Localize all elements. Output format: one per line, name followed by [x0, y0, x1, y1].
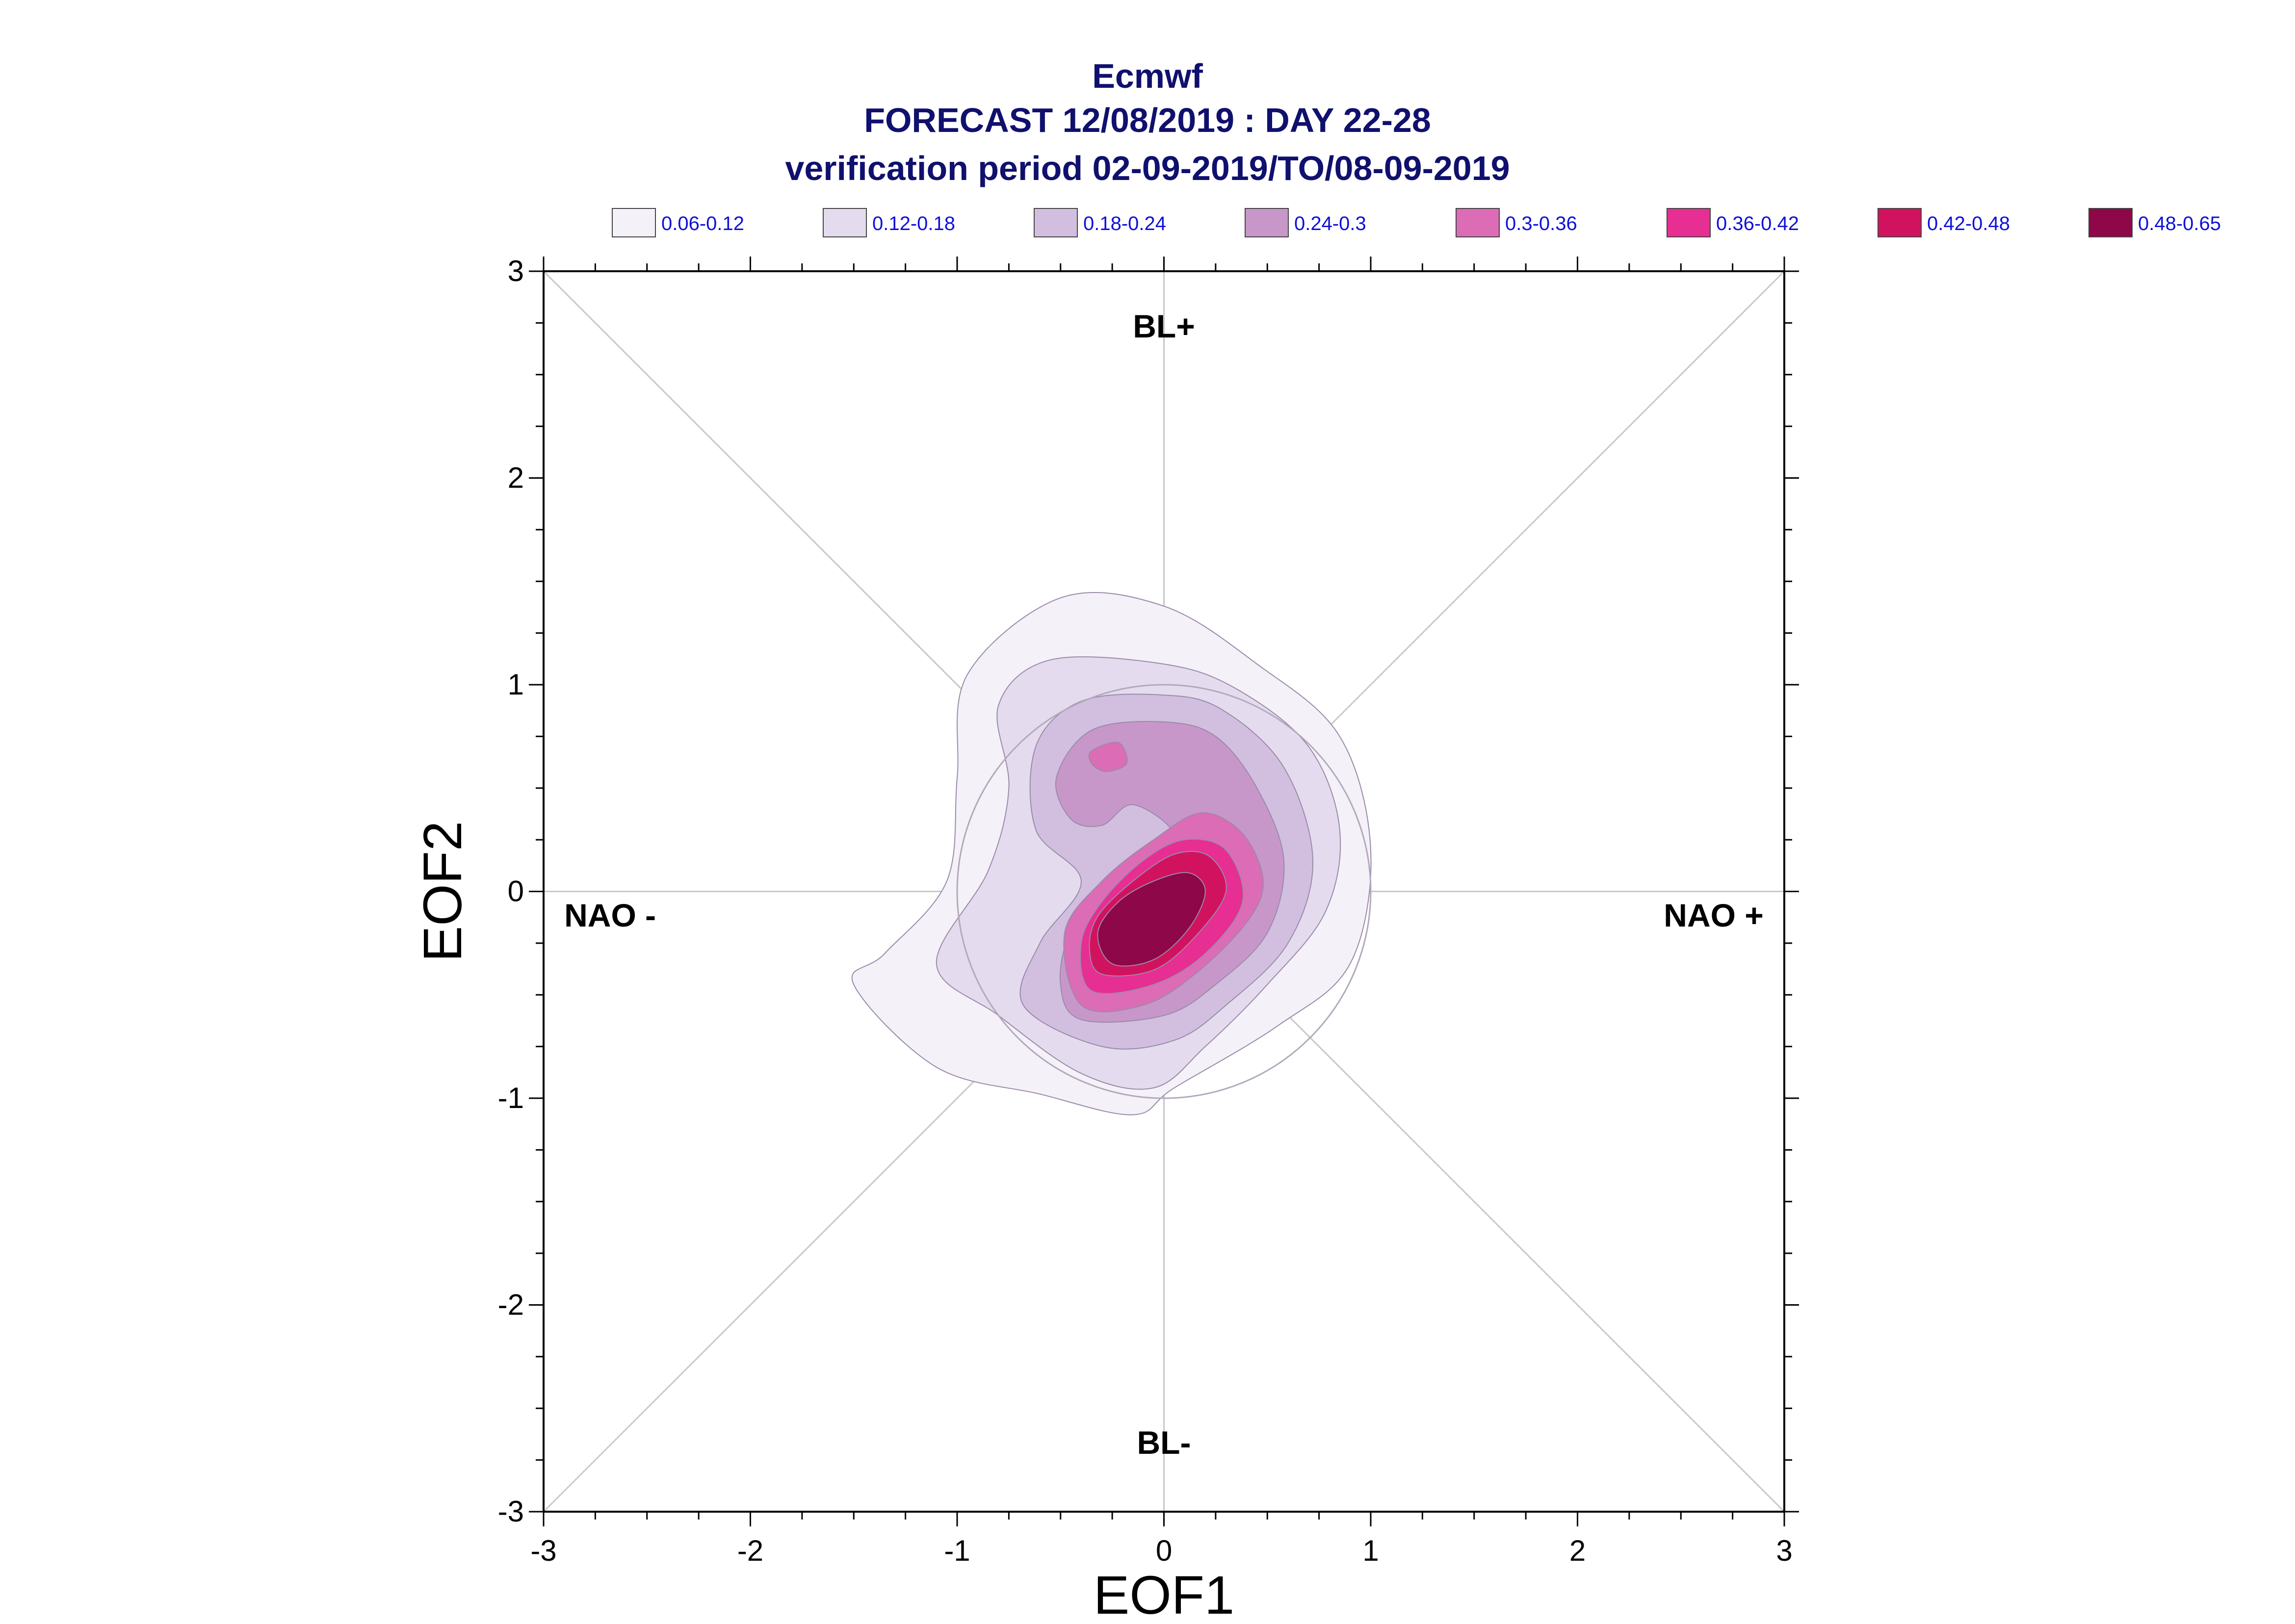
axis-labels: -3 -2 -1 0 1 2 3 -3 -2 -1 0 1 2 3 [498, 255, 1793, 1567]
density-contours [851, 592, 1372, 1115]
regime-label-nao-minus: NAO - [564, 897, 656, 933]
legend-swatch [612, 208, 656, 237]
legend-swatch [1667, 208, 1711, 237]
y-tick-label: 1 [508, 668, 524, 701]
axis-ticks [529, 257, 1799, 1526]
legend: 0.06-0.12 0.12-0.18 0.18-0.24 0.24-0.3 0.3-0… [612, 208, 2221, 237]
y-tick-label: 3 [508, 255, 524, 287]
x-tick-label: -2 [737, 1534, 763, 1567]
x-tick-label: 0 [1156, 1534, 1172, 1567]
regime-label-nao-plus: NAO + [1664, 897, 1764, 933]
y-tick-label: -3 [498, 1495, 524, 1528]
chart-title-line-3: verification period 02-09-2019/TO/08-09-… [785, 149, 1510, 187]
legend-swatch [823, 208, 867, 237]
legend-label: 0.42-0.48 [1927, 213, 2010, 234]
regime-label-bl-plus: BL+ [1133, 308, 1195, 344]
legend-swatch [1456, 208, 1500, 237]
x-axis-title: EOF1 [1094, 1565, 1234, 1624]
x-tick-label: 3 [1776, 1534, 1792, 1567]
unit-circle [956, 684, 1372, 1099]
y-axis-title: EOF2 [413, 821, 473, 962]
x-tick-label: 2 [1569, 1534, 1586, 1567]
legend-label: 0.12-0.18 [872, 213, 955, 234]
legend-label: 0.3-0.36 [1505, 213, 1577, 234]
legend-label: 0.06-0.12 [661, 213, 744, 234]
chart-title-line-1: Ecmwf [1092, 57, 1203, 95]
y-tick-label: 0 [508, 875, 524, 908]
density-contour [1097, 872, 1206, 967]
legend-label: 0.36-0.42 [1716, 213, 1799, 234]
legend-swatch [1878, 208, 1922, 237]
x-tick-label: -1 [944, 1534, 970, 1567]
x-tick-label: 1 [1362, 1534, 1379, 1567]
regime-label-bl-minus: BL- [1137, 1424, 1191, 1461]
legend-label: 0.48-0.65 [2138, 213, 2221, 234]
y-tick-label: 2 [508, 462, 524, 494]
legend-label: 0.18-0.24 [1083, 213, 1166, 234]
density-contour [1088, 742, 1128, 773]
y-tick-label: -2 [498, 1289, 524, 1321]
legend-label: 0.24-0.3 [1294, 213, 1366, 234]
chart-title-line-2: FORECAST 12/08/2019 : DAY 22-28 [864, 101, 1431, 139]
legend-swatch [1245, 208, 1289, 237]
legend-swatch [2088, 208, 2133, 237]
legend-swatch [1034, 208, 1078, 237]
x-tick-label: -3 [530, 1534, 556, 1567]
y-tick-label: -1 [498, 1082, 524, 1114]
